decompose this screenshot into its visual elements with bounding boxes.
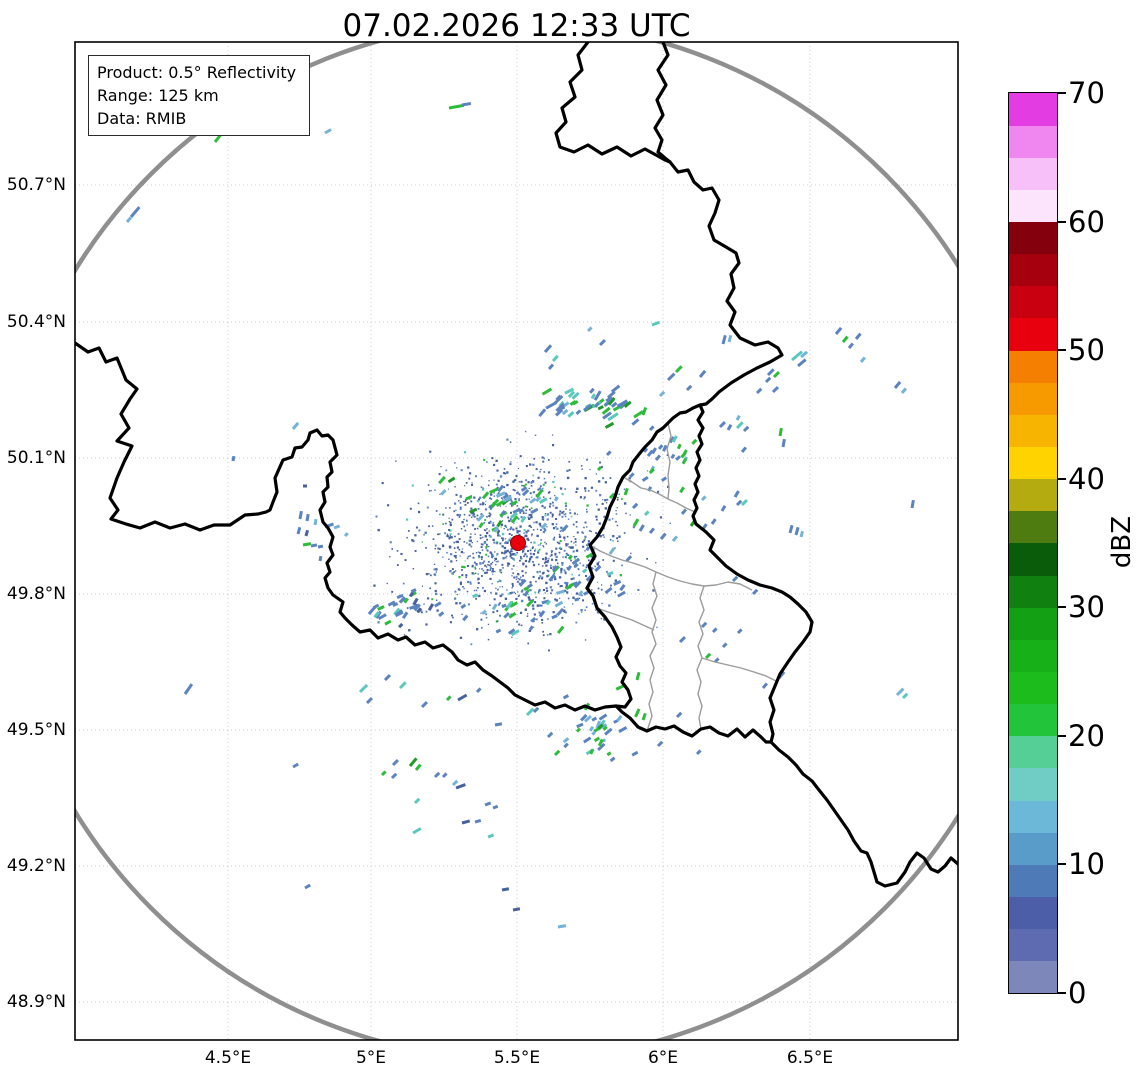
colorbar-segment (1009, 703, 1057, 737)
colorbar-segment (1009, 800, 1057, 833)
colorbar-tick (1058, 477, 1066, 480)
colorbar-segment (1009, 735, 1057, 769)
colorbar-tick-label: 20 (1068, 718, 1105, 753)
colorbar-tick (1058, 992, 1066, 994)
colorbar-segment (1009, 928, 1057, 962)
lon-tick-label: 5°E (355, 1048, 387, 1068)
colorbar-tick (1058, 92, 1066, 94)
colorbar-segment (1009, 639, 1057, 673)
lat-tick-label: 50.7°N (6, 175, 66, 195)
colorbar-segment (1009, 768, 1057, 801)
plot-title: 07.02.2026 12:33 UTC (342, 8, 691, 44)
colorbar-segment (1009, 446, 1057, 480)
colorbar-tick-label: 30 (1068, 590, 1105, 625)
colorbar-segment (1009, 607, 1057, 640)
colorbar-segment (1009, 543, 1057, 576)
colorbar-segment (1009, 382, 1057, 415)
colorbar-segment (1009, 221, 1057, 255)
plot-frame (74, 41, 959, 1041)
colorbar-axis-label: dBZ (1107, 515, 1137, 569)
colorbar-tick (1058, 734, 1066, 737)
colorbar-segment (1009, 960, 1057, 994)
colorbar-segment (1009, 478, 1057, 512)
colorbar-tick (1058, 349, 1066, 352)
colorbar-segment (1009, 318, 1057, 351)
colorbar-tick-label: 70 (1068, 76, 1105, 110)
colorbar-segment (1009, 510, 1057, 544)
colorbar-segment (1009, 125, 1057, 158)
lat-tick-label: 49.8°N (6, 584, 66, 604)
colorbar-segment (1009, 93, 1057, 126)
colorbar-tick (1058, 220, 1066, 223)
region-borders (589, 422, 779, 732)
colorbar-tick (1058, 606, 1066, 609)
colorbar-segment (1009, 671, 1057, 705)
colorbar-segment (1009, 414, 1057, 448)
colorbar-tick-label: 10 (1068, 847, 1105, 882)
colorbar-segment (1009, 864, 1057, 898)
lat-tick-label: 50.1°N (6, 448, 66, 468)
lat-tick-label: 49.5°N (6, 720, 66, 740)
lat-tick-label: 50.4°N (6, 312, 66, 332)
lat-tick-label: 49.2°N (6, 856, 66, 876)
lon-tick-label: 5.5°E (493, 1048, 541, 1068)
colorbar-segment (1009, 896, 1057, 930)
colorbar-segment (1009, 157, 1057, 190)
colorbar-segment (1009, 350, 1057, 383)
lon-tick-label: 6°E (647, 1048, 679, 1068)
colorbar-segment (1009, 189, 1057, 223)
range-line: Range: 125 km (97, 86, 219, 105)
country-borders (75, 42, 958, 888)
colorbar-tick-label: 50 (1068, 333, 1105, 368)
colorbar (1008, 92, 1058, 994)
lat-tick-label: 48.9°N (6, 992, 66, 1012)
product-info-box: Product: 0.5° Reflectivity Range: 125 km… (88, 55, 310, 136)
radar-site-marker (510, 535, 526, 551)
colorbar-segment (1009, 575, 1057, 608)
lon-tick-label: 6.5°E (786, 1048, 834, 1068)
colorbar-segment (1009, 253, 1057, 287)
lon-tick-label: 4.5°E (204, 1048, 252, 1068)
colorbar-segment (1009, 832, 1057, 865)
colorbar-segment (1009, 285, 1057, 319)
data-source-line: Data: RMIB (97, 109, 187, 128)
colorbar-tick-label: 60 (1068, 204, 1105, 239)
colorbar-tick-label: 0 (1068, 976, 1087, 1010)
colorbar-tick-label: 40 (1068, 461, 1105, 496)
product-line: Product: 0.5° Reflectivity (97, 63, 297, 82)
colorbar-tick (1058, 863, 1066, 866)
